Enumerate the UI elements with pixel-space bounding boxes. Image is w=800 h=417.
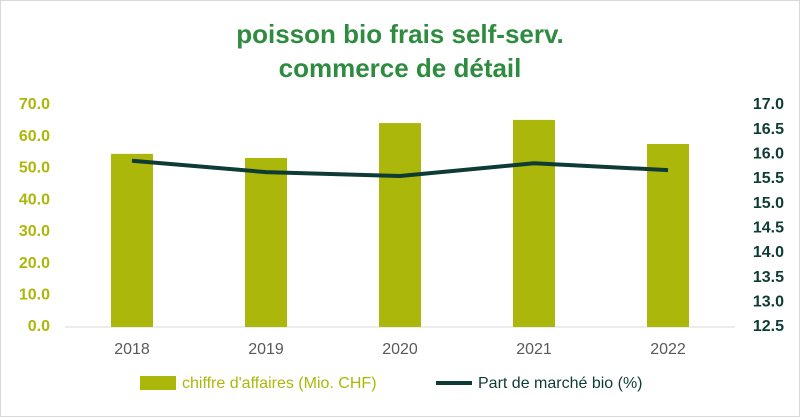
bar — [513, 119, 555, 327]
y2-tick-label: 15.0 — [753, 195, 784, 212]
bar — [647, 144, 689, 327]
y-tick-label: 20.0 — [19, 255, 50, 272]
y-tick-label: 70.0 — [19, 96, 50, 113]
x-tick-label: 2022 — [650, 341, 686, 358]
y2-tick-label: 14.0 — [753, 244, 784, 261]
y2-tick-label: 15.5 — [753, 170, 784, 187]
y-tick-label: 60.0 — [19, 128, 50, 145]
x-tick-label: 2021 — [516, 341, 552, 358]
y-tick-label: 30.0 — [19, 223, 50, 240]
y2-tick-label: 13.5 — [753, 269, 784, 286]
bar — [245, 157, 287, 327]
chart-title: commerce de détail — [279, 53, 522, 83]
y2-tick-label: 13.0 — [753, 294, 784, 311]
x-tick-label: 2019 — [248, 341, 284, 358]
y2-tick-label: 12.5 — [753, 318, 784, 335]
y2-tick-label: 16.5 — [753, 121, 784, 138]
bar — [111, 153, 153, 327]
chart-title: poisson bio frais self-serv. — [236, 19, 564, 49]
legend-swatch — [140, 376, 176, 390]
y-tick-label: 50.0 — [19, 160, 50, 177]
y2-tick-label: 17.0 — [753, 96, 784, 113]
y2-tick-label: 14.5 — [753, 220, 784, 237]
legend-label: chiffre d'affaires (Mio. CHF) — [182, 375, 377, 392]
x-tick-label: 2020 — [382, 341, 418, 358]
x-tick-label: 2018 — [114, 341, 150, 358]
y-tick-label: 10.0 — [19, 287, 50, 304]
legend-label: Part de marché bio (%) — [478, 375, 643, 392]
line — [131, 158, 669, 179]
y-tick-label: 0.0 — [28, 318, 50, 335]
y2-tick-label: 16.0 — [753, 146, 784, 163]
bar — [379, 123, 421, 327]
y-tick-label: 40.0 — [19, 191, 50, 208]
